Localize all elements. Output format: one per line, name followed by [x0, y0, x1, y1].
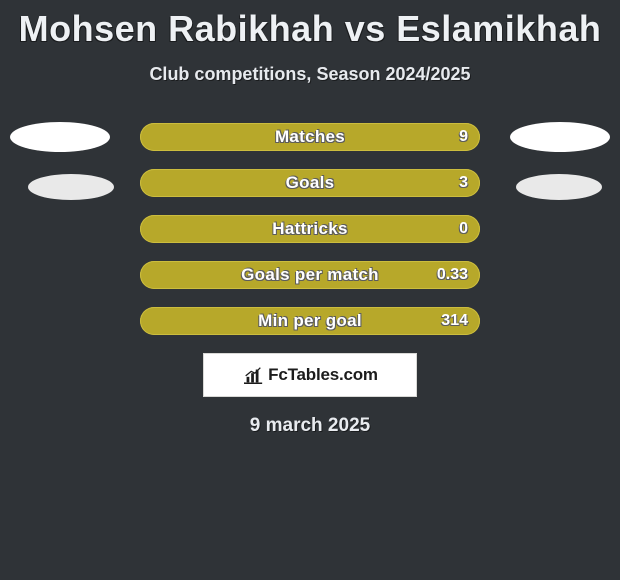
brand-text: FcTables.com — [268, 365, 378, 385]
page-title: Mohsen Rabikhah vs Eslamikhah — [0, 0, 620, 50]
stat-row: Goals per match0.33 — [140, 261, 480, 289]
stat-row-value: 0.33 — [437, 261, 468, 289]
stat-row: Goals3 — [140, 169, 480, 197]
stat-row-value: 0 — [459, 215, 468, 243]
bars-icon — [242, 364, 264, 386]
stat-row-label: Hattricks — [140, 215, 480, 243]
stat-row-value: 314 — [441, 307, 468, 335]
subtitle: Club competitions, Season 2024/2025 — [0, 64, 620, 85]
stat-row-label: Matches — [140, 123, 480, 151]
stat-row: Min per goal314 — [140, 307, 480, 335]
brand-badge[interactable]: FcTables.com — [203, 353, 417, 397]
stat-row-value: 3 — [459, 169, 468, 197]
stat-row-label: Goals per match — [140, 261, 480, 289]
stat-row: Matches9 — [140, 123, 480, 151]
stats-chart: Matches9Goals3Hattricks0Goals per match0… — [0, 123, 620, 335]
date-text: 9 march 2025 — [0, 415, 620, 437]
stat-row-label: Min per goal — [140, 307, 480, 335]
stat-row-value: 9 — [459, 123, 468, 151]
stat-row: Hattricks0 — [140, 215, 480, 243]
stat-row-label: Goals — [140, 169, 480, 197]
